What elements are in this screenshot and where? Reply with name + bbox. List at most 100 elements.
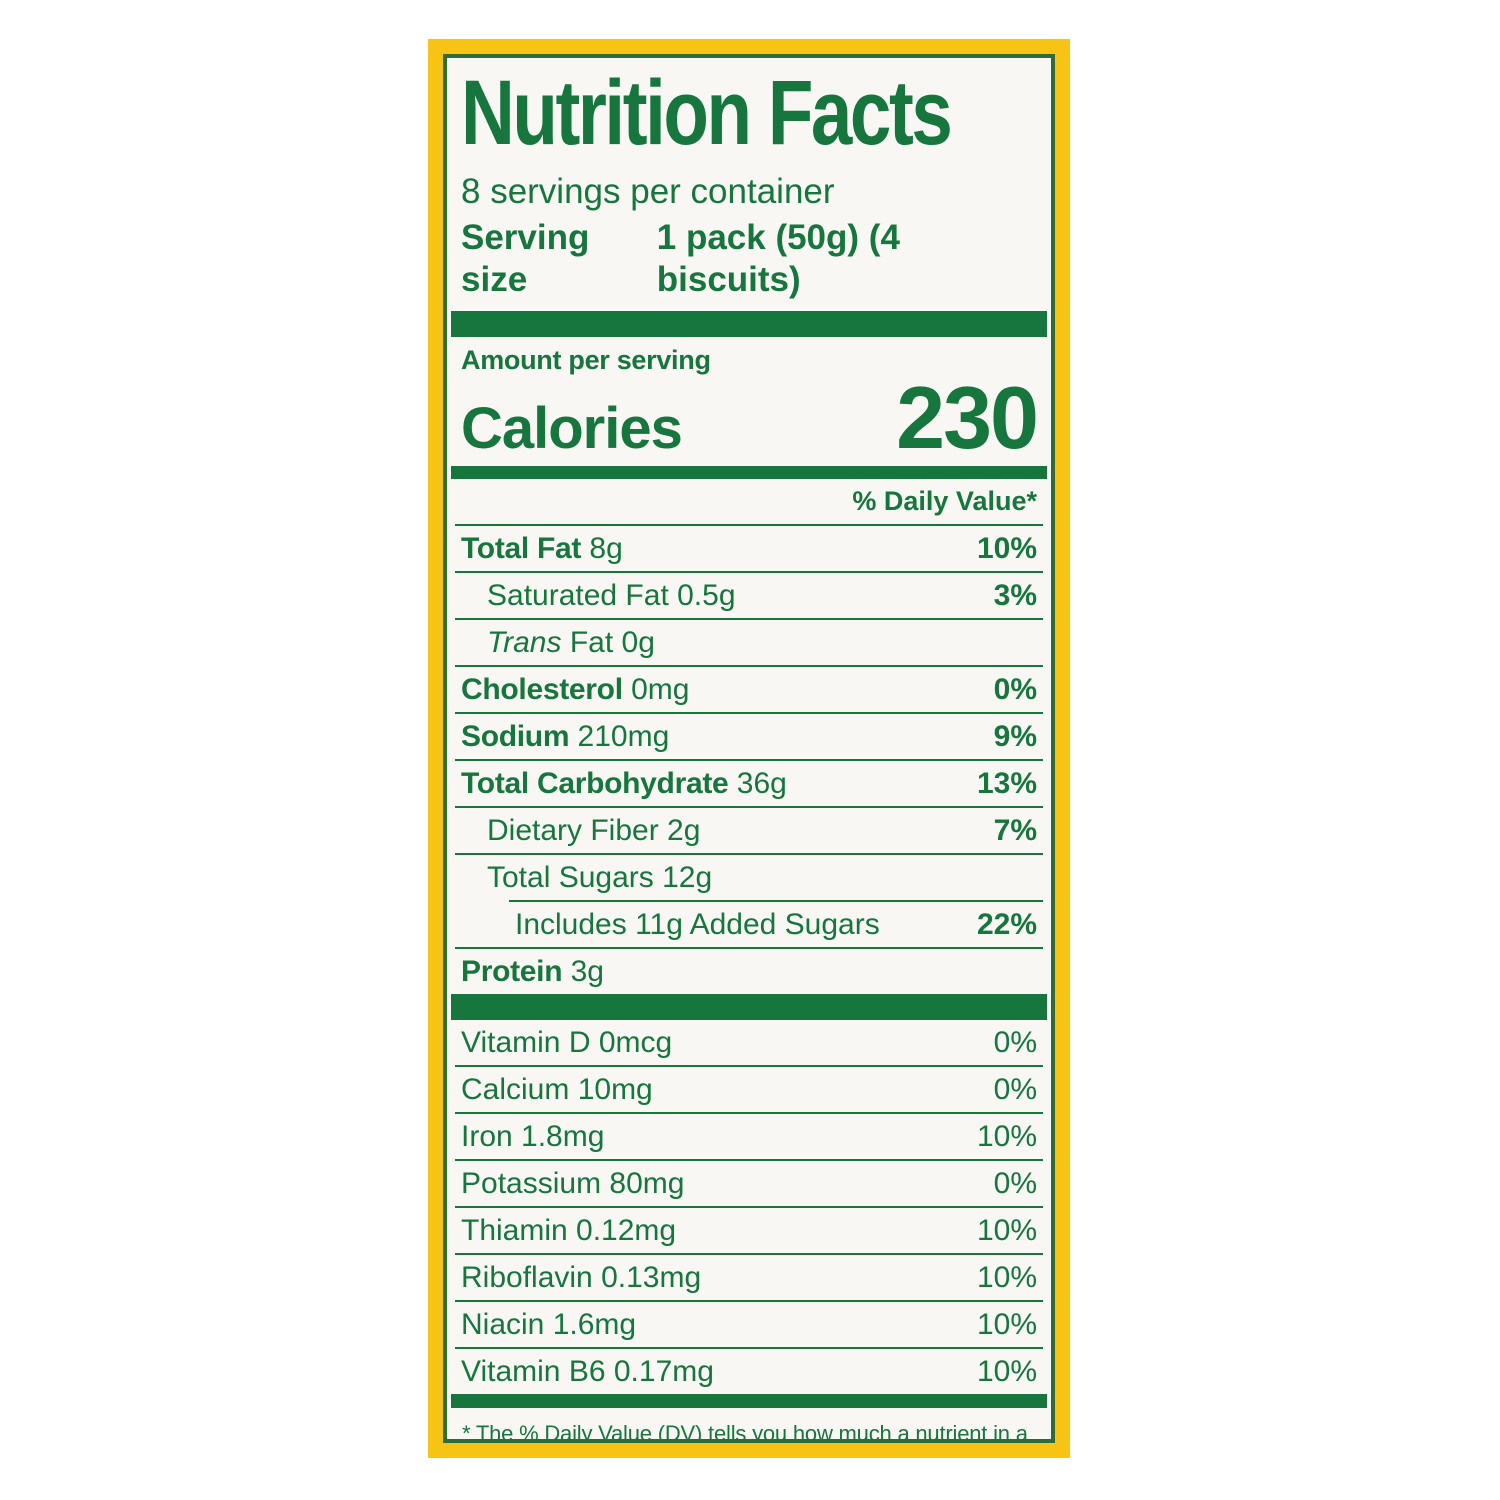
- calories-label: Calories: [461, 395, 683, 461]
- nutrient-daily-value: 10%: [976, 1260, 1037, 1294]
- nutrient-amount: 0.13mg: [592, 1260, 702, 1294]
- nutrient-daily-value: 22%: [976, 907, 1037, 941]
- nutrient-amount: 0.12mg: [567, 1213, 677, 1247]
- nutrient-name-group: Sodium 210mg: [461, 720, 669, 754]
- nutrient-daily-value: 0%: [993, 1025, 1037, 1059]
- amount-per-serving-label: Amount per serving: [461, 344, 711, 375]
- nutrient-name-italic: Trans: [487, 625, 562, 659]
- nutrient-name-group: Iron 1.8mg: [461, 1120, 604, 1154]
- nutrient-name: Includes 11g Added Sugars: [515, 907, 880, 941]
- nutrient-name: Total Carbohydrate: [461, 766, 729, 800]
- nutrient-name: Niacin: [461, 1307, 545, 1341]
- nutrient-daily-value: 0%: [993, 1166, 1037, 1200]
- divider-bar-middle: [451, 994, 1047, 1021]
- nutrient-daily-value: 7%: [993, 813, 1037, 847]
- nutrient-name: Riboflavin: [461, 1260, 593, 1294]
- nutrient-name: Vitamin B6: [461, 1354, 606, 1388]
- calories-divider-bar: [451, 466, 1047, 480]
- row-divider: [455, 1253, 1043, 1256]
- nutrient-amount: 0g: [613, 625, 655, 659]
- nutrient-amount: 12g: [653, 860, 713, 894]
- nutrient-amount: 1.6mg: [544, 1307, 637, 1341]
- nutrient-name: Thiamin: [461, 1213, 568, 1247]
- nutrient-amount: 0.5g: [668, 578, 736, 612]
- nutrient-row: Total Sugars 12g: [461, 855, 1037, 900]
- nutrient-amount: 3g: [562, 954, 604, 988]
- nutrient-daily-value: 0%: [993, 1072, 1037, 1106]
- nutrient-name-group: Total Carbohydrate 36g: [461, 767, 787, 801]
- nutrient-daily-value: 9%: [993, 719, 1037, 753]
- nutrient-name-group: Vitamin D 0mcg: [461, 1026, 672, 1060]
- micronutrient-row: Thiamin 0.12mg 10%: [461, 1208, 1037, 1253]
- nutrient-name-group: Saturated Fat 0.5g: [461, 579, 736, 613]
- nutrient-daily-value: 3%: [993, 578, 1037, 612]
- row-divider: [455, 806, 1043, 809]
- nutrient-amount: 10mg: [569, 1072, 653, 1106]
- nutrient-name: Sodium: [461, 719, 570, 753]
- nutrient-name: Saturated Fat: [487, 578, 669, 612]
- nutrient-amount: 8g: [581, 531, 623, 565]
- nutrient-name-group: Riboflavin 0.13mg: [461, 1261, 701, 1295]
- nutrient-name-group: Total Sugars 12g: [461, 861, 712, 895]
- nutrient-amount: 0.17mg: [605, 1354, 714, 1388]
- nutrient-name: Fat: [569, 625, 614, 659]
- nutrient-amount: 0mg: [622, 672, 690, 706]
- serving-size-label: Serving size: [461, 217, 590, 299]
- nutrient-name: Protein: [461, 954, 563, 988]
- nutrient-row: Total Carbohydrate 36g 13%: [461, 761, 1037, 806]
- calories-row: Calories 230: [461, 367, 1039, 467]
- row-divider: [455, 759, 1043, 762]
- serving-size-value: 1 pack (50g) (4 biscuits): [656, 217, 900, 299]
- row-divider: [455, 1300, 1043, 1303]
- calories-value: 230: [896, 367, 1039, 467]
- row-divider: [455, 1065, 1043, 1068]
- nutrient-amount: 210mg: [569, 719, 670, 753]
- nutrient-name: Potassium: [461, 1166, 602, 1200]
- nutrient-name-group: Calcium 10mg: [461, 1073, 653, 1107]
- nutrient-amount: 80mg: [601, 1166, 685, 1200]
- nutrient-daily-value: 10%: [976, 1119, 1037, 1153]
- nutrient-name-group: Protein 3g: [461, 955, 604, 989]
- nutrient-rows: Total Fat 8g 10% Saturated Fat 0.5g 3% Trans…: [455, 526, 1043, 994]
- nutrition-label: Nutrition Facts 8 servings per container…: [428, 39, 1070, 1458]
- nutrient-name-group: Total Fat 8g: [461, 532, 623, 566]
- row-divider: [455, 1206, 1043, 1209]
- divider-bar-top: [451, 310, 1047, 337]
- nutrient-daily-value: 10%: [976, 1354, 1037, 1388]
- nutrient-name-group: Trans Fat 0g: [461, 626, 655, 660]
- micronutrient-row: Calcium 10mg 0%: [461, 1067, 1037, 1112]
- nutrient-row: Protein 3g: [461, 949, 1037, 994]
- nutrient-name-group: Cholesterol 0mg: [461, 673, 689, 707]
- nutrient-daily-value: 10%: [976, 531, 1037, 565]
- nutrient-name: Calcium: [461, 1072, 570, 1106]
- nutrient-name: Iron: [461, 1119, 513, 1153]
- nutrient-row: Dietary Fiber 2g 7%: [461, 808, 1037, 853]
- nutrient-row: Cholesterol 0mg 0%: [461, 667, 1037, 712]
- row-divider: [455, 665, 1043, 668]
- micronutrient-row: Riboflavin 0.13mg 10%: [461, 1255, 1037, 1300]
- micronutrient-row: Niacin 1.6mg 10%: [461, 1302, 1037, 1347]
- nutrient-name-group: Vitamin B6 0.17mg: [461, 1355, 714, 1389]
- nutrient-name: Total Sugars: [487, 860, 654, 894]
- nutrient-amount: 1.8mg: [512, 1119, 605, 1153]
- micronutrient-row: Iron 1.8mg 10%: [461, 1114, 1037, 1159]
- footnote: * The % Daily Value (DV) tells you how m…: [462, 1421, 1028, 1443]
- micronutrient-rows: Vitamin D 0mcg 0% Calcium 10mg 0% Iron 1.8mg…: [455, 1020, 1043, 1394]
- nutrient-daily-value: 10%: [976, 1307, 1037, 1341]
- nutrient-daily-value: 0%: [993, 672, 1037, 706]
- divider-bar-bottom: [451, 1394, 1047, 1409]
- serving-size-row: Serving size 1 pack (50g) (4 biscuits): [461, 217, 1037, 301]
- nutrient-row: Sodium 210mg 9%: [461, 714, 1037, 759]
- row-divider: [455, 571, 1043, 574]
- row-divider: [455, 1112, 1043, 1115]
- nutrient-row: Trans Fat 0g: [461, 620, 1037, 665]
- row-divider: [455, 618, 1043, 621]
- micronutrient-row: Vitamin D 0mcg 0%: [461, 1020, 1037, 1065]
- nutrient-row: Total Fat 8g 10%: [461, 526, 1037, 571]
- nutrient-amount: 36g: [728, 766, 787, 800]
- daily-value-header: % Daily Value*: [852, 486, 1037, 517]
- nutrient-row: Includes 11g Added Sugars 22%: [461, 902, 1037, 947]
- nutrient-name-group: Potassium 80mg: [461, 1167, 684, 1201]
- nutrient-daily-value: 10%: [976, 1213, 1037, 1247]
